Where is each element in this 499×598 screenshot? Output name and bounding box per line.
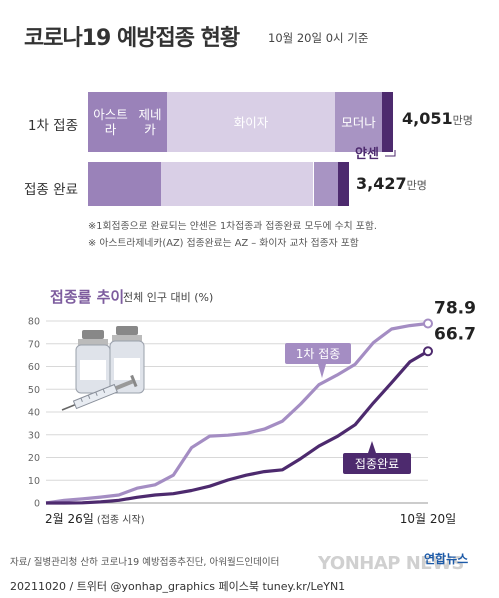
credit-line: 20211020 / 트위터 @yonhap_graphics 페이스북 tun…	[10, 580, 346, 593]
end-label-full-dose: 66.7	[434, 324, 476, 344]
end-point-first-dose	[423, 318, 433, 329]
x-end-label: 10월 20일	[400, 512, 456, 526]
segment-label-astrazeneca: 아스트라	[93, 107, 128, 137]
y-tick-labels: 0 10 20 30 40 50 60 70 80	[28, 317, 40, 510]
legend-label-full-dose: 접종완료	[355, 457, 399, 471]
first-dose-total: 4,051만명	[402, 109, 473, 128]
y-tick-label: 30	[28, 430, 40, 441]
segment-label-astrazeneca: 제네카	[138, 107, 162, 137]
vaccine-vials-icon	[75, 326, 145, 394]
y-tick-label: 20	[28, 453, 40, 464]
end-point-full-dose	[423, 346, 433, 357]
y-tick-label: 60	[28, 362, 40, 373]
bar-segment-pfizer	[160, 162, 314, 206]
bar-segment-janssen	[338, 162, 349, 206]
x-start-label: 2월 26일 (접종 시작)	[45, 512, 145, 526]
trend-caption: 전체 인구 대비 (%)	[123, 291, 214, 304]
y-tick-label: 70	[28, 339, 40, 350]
bar-segment-janssen	[382, 92, 393, 152]
segment-label-moderna: 모더나	[341, 114, 376, 130]
first-dose-bar: 아스트라 제네카 화이자 모더나	[88, 92, 393, 152]
source-note: 자료/ 질병관리청 산하 코로나19 예방접종추진단, 아워월드인데이터	[10, 557, 280, 568]
end-label-first-dose: 78.9	[434, 300, 476, 319]
full-dose-total-unit: 만명	[406, 179, 427, 192]
segment-label-pfizer: 화이자	[233, 114, 269, 130]
janssen-label: 얀센	[355, 147, 379, 162]
series-line-full-dose	[46, 349, 429, 505]
note-astrazeneca: ※ 아스트라제네카(AZ) 접종완료는 AZ – 화이자 교차 접종자 포함	[88, 238, 359, 249]
first-dose-total-unit: 만명	[452, 114, 473, 127]
full-dose-bar	[88, 162, 349, 206]
watermark: YONHAP NEWS	[318, 553, 464, 574]
note-janssen: ※1회접종으로 완료되는 얀센은 1차접종과 접종완료 모두에 수치 포함.	[88, 221, 377, 232]
full-dose-total-value: 3,427	[356, 174, 407, 193]
brand-logo: 연합뉴스	[424, 552, 469, 566]
bar-segment-astrazeneca	[88, 162, 161, 206]
page-title: 코로나19 예방접종 현황	[24, 26, 240, 51]
series-line-first-dose	[45, 321, 429, 505]
y-tick-label: 50	[28, 385, 40, 396]
first-dose-total-value: 4,051	[402, 109, 453, 128]
trend-title: 접종률 추이	[50, 288, 125, 306]
bar-segment-moderna: 모더나	[335, 92, 383, 152]
bar-segment-pfizer: 화이자	[166, 92, 336, 152]
y-tick-label: 40	[28, 408, 40, 419]
y-tick-label: 0	[34, 499, 40, 510]
y-tick-label: 10	[28, 476, 40, 487]
legend-callout-full-dose: 접종완료	[343, 441, 411, 474]
row-label-first-dose: 1차 접종	[27, 118, 78, 134]
legend-label-first-dose: 1차 접종	[296, 347, 341, 361]
janssen-leader-line	[385, 150, 396, 157]
bar-segment-moderna	[313, 162, 339, 206]
reference-date: 10월 20일 0시 기준	[268, 31, 369, 45]
bar-segment-astrazeneca: 아스트라 제네카	[88, 92, 167, 152]
full-dose-total: 3,427만명	[356, 174, 427, 193]
syringe-icon	[61, 374, 138, 411]
y-tick-label: 80	[28, 317, 40, 328]
vaccination-rate-chart: 0 10 20 30 40 50 60 70 80 78.9 66.7 1차 접종 접종완료 2…	[28, 300, 476, 526]
row-label-full-dose: 접종 완료	[24, 182, 78, 198]
legend-callout-first-dose: 1차 접종	[285, 343, 351, 378]
